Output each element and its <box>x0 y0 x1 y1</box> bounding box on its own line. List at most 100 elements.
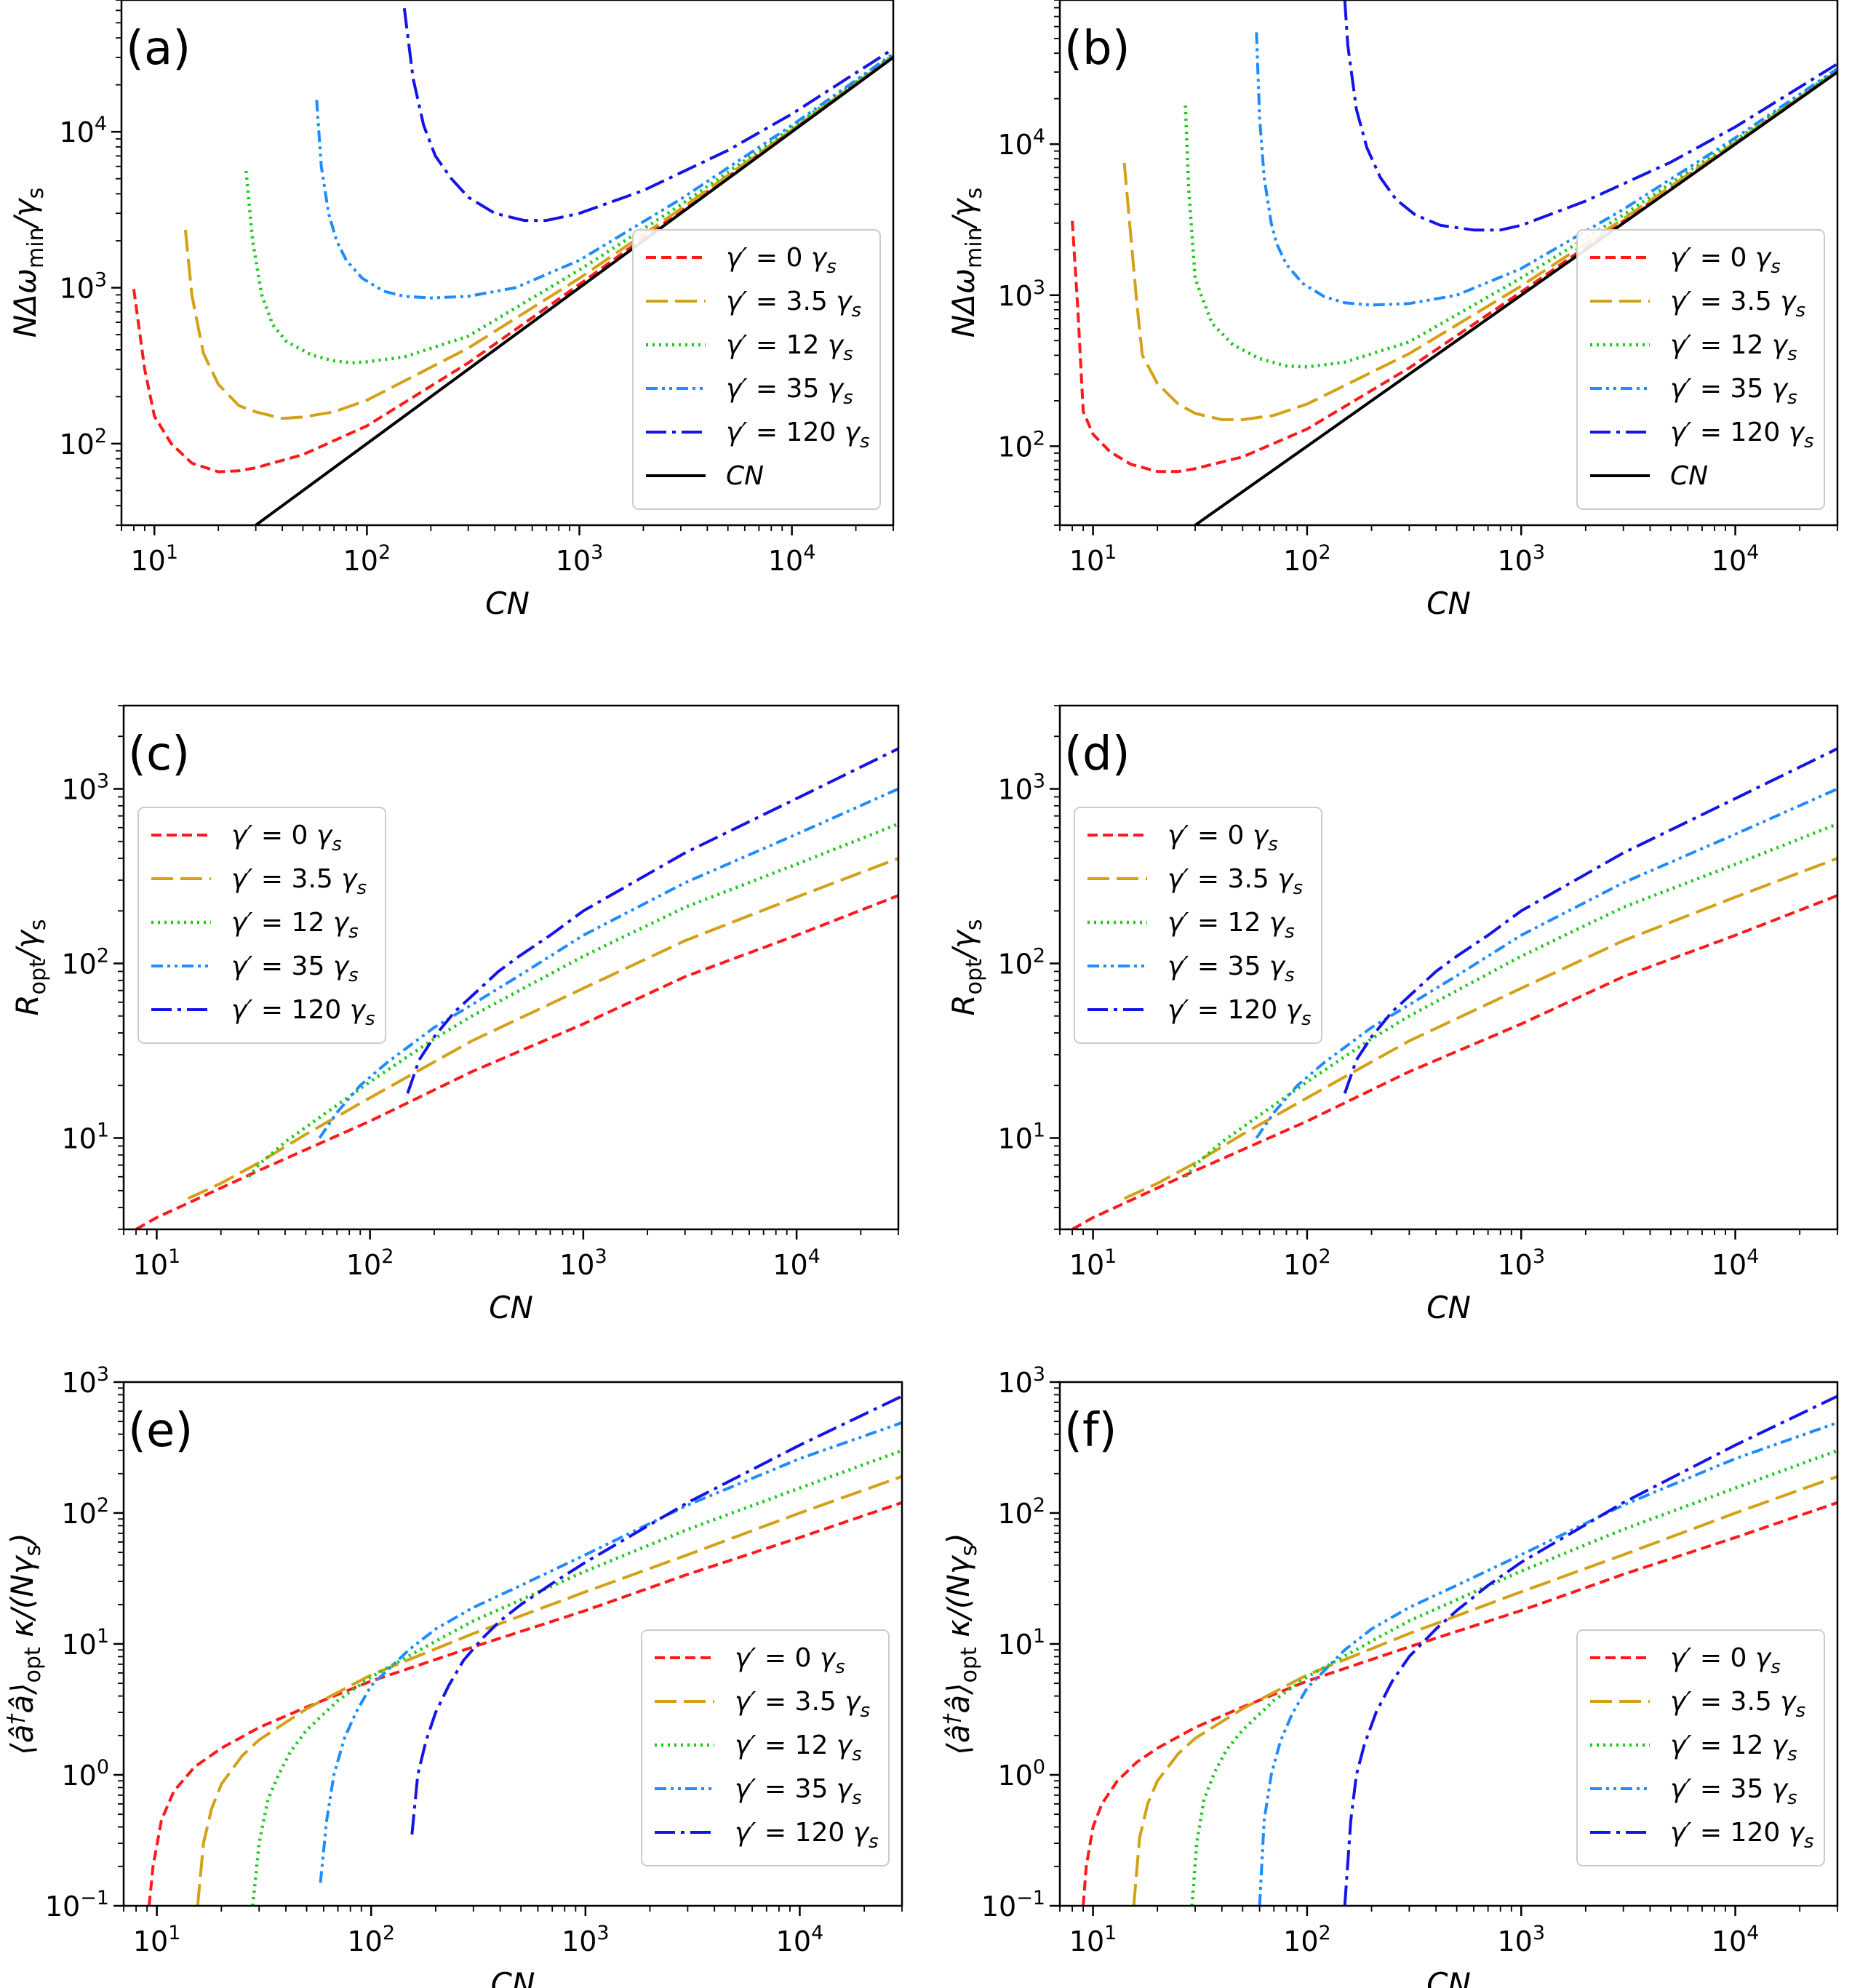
legend: γ′ = 0 γs γ′ = 3.5 γs γ′ = 12 γs γ′ = 35 γs… <box>1576 1629 1825 1867</box>
y-tick-label: 10−1 <box>45 1887 109 1923</box>
series-line-g0 <box>1071 69 1837 474</box>
series-line-g0 <box>1071 894 1837 1229</box>
series-line-g120 <box>406 747 898 1094</box>
y-tick-label: 103 <box>59 269 107 305</box>
x-tick-label: 101 <box>1069 1922 1117 1957</box>
series-line-g0 <box>1082 1501 1837 1906</box>
y-tick-label: 104 <box>997 125 1045 161</box>
legend-label: γ′ = 120 γs <box>1168 995 1312 1030</box>
y-tick-label: 100 <box>997 1756 1045 1792</box>
legend-box <box>1074 807 1322 1044</box>
x-tick-label: 103 <box>556 541 604 577</box>
y-tick-label: 103 <box>61 1363 109 1399</box>
legend-label: γ′ = 3.5 γs <box>1670 287 1805 322</box>
x-tick-label: 102 <box>1283 541 1331 577</box>
legend: γ′ = 0 γs γ′ = 3.5 γs γ′ = 12 γs γ′ = 35 γs… <box>632 229 881 510</box>
axes-frame <box>120 0 895 527</box>
series-group <box>135 747 898 1229</box>
series-line-g3_5 <box>1122 69 1837 421</box>
x-axis-label: CN <box>1426 1966 1471 1988</box>
legend-box <box>641 1629 890 1867</box>
y-axis-label: ⟨â†â⟩opt​ κ/(Nγs​) <box>939 1533 982 1755</box>
legend-label: γ′ = 35 γs <box>735 1774 862 1809</box>
series-line-g0 <box>132 55 893 474</box>
x-tick-label: 101 <box>133 1245 181 1281</box>
x-tick-label: 103 <box>1497 541 1545 577</box>
x-tick-label: 103 <box>1497 1245 1545 1281</box>
x-tick-label: 102 <box>343 541 391 577</box>
y-tick-label: 103 <box>61 770 109 806</box>
x-tick-label: 102 <box>1283 1245 1331 1281</box>
legend-label: γ′ = 3.5 γs <box>231 864 367 899</box>
x-axis-label: CN <box>489 1290 533 1325</box>
x-axis-label: CN <box>491 1966 535 1988</box>
legend-label: γ′ = 0 γs <box>1670 1643 1781 1678</box>
y-tick-label: 100 <box>61 1756 109 1792</box>
legend: γ′ = 0 γs γ′ = 3.5 γs γ′ = 12 γs γ′ = 35 γs… <box>1074 807 1322 1044</box>
x-axis-label: CN <box>485 586 530 621</box>
x-tick-label: 103 <box>1497 1922 1545 1957</box>
chart-panel-d: 101 102 103 104 101 102 103 CN Ropt​/γs​ (d) γ′ = … <box>946 704 1839 1325</box>
y-tick-label: 102 <box>61 1494 109 1530</box>
x-tick-label: 104 <box>1712 1245 1760 1281</box>
series-line-g120 <box>1343 1394 1837 1906</box>
series-line-g3_5 <box>1132 1474 1837 1906</box>
chart-panel-b: 101 102 103 104 102 103 104 CN NΔωmin​/γs​ (b) γ′ … <box>946 0 1839 621</box>
series-group <box>1071 0 1837 525</box>
panel-label: (d) <box>1064 727 1130 781</box>
chart-panel-e: 101 102 103 104 10−1 100 101 102 103 CN ⟨â†â⟩opt​ … <box>3 1363 903 1988</box>
x-tick-label: 103 <box>559 1245 607 1281</box>
panel-label: (e) <box>128 1404 193 1458</box>
panel-label: (a) <box>126 22 191 76</box>
y-tick-label: 102 <box>61 945 109 981</box>
series-group <box>148 1394 902 1906</box>
x-axis-label: CN <box>1426 1290 1471 1325</box>
legend-label: γ′ = 3.5 γs <box>1670 1687 1805 1722</box>
chart-panel-a: 101 102 103 104 102 103 104 CN NΔωmin​/γs​ (a) γ′ … <box>7 0 895 621</box>
axes-frame <box>1058 704 1839 1231</box>
y-tick-label: 10−1 <box>981 1887 1045 1923</box>
series-group <box>1071 747 1837 1229</box>
series-line-g12 <box>1190 1448 1837 1906</box>
y-tick-label: 101 <box>61 1119 109 1155</box>
panel-label: (b) <box>1064 22 1130 76</box>
legend: γ′ = 0 γs γ′ = 3.5 γs γ′ = 12 γs γ′ = 35 γs… <box>641 1629 890 1867</box>
legend-label: γ′ = 3.5 γs <box>726 287 861 322</box>
series-line-g120 <box>402 8 893 223</box>
legend-label: γ′ = 0 γs <box>1168 821 1278 855</box>
series-line-cn <box>1194 71 1837 525</box>
panel-label: (f) <box>1064 1404 1117 1458</box>
x-tick-label: 102 <box>1283 1922 1331 1957</box>
y-tick-label: 103 <box>997 770 1045 806</box>
y-tick-label: 102 <box>997 945 1045 981</box>
legend: γ′ = 0 γs γ′ = 3.5 γs γ′ = 12 γs γ′ = 35 γs… <box>137 807 386 1044</box>
x-tick-label: 104 <box>773 1245 821 1281</box>
axes-frame <box>122 704 900 1231</box>
y-tick-label: 104 <box>59 113 107 148</box>
y-axis-label: Ropt​/γs​ <box>9 919 51 1015</box>
legend-label: CN <box>1670 461 1708 491</box>
axes-frame <box>1058 0 1839 527</box>
x-tick-label: 101 <box>1069 541 1117 577</box>
legend-label: γ′ = 120 γs <box>1670 418 1814 452</box>
series-line-g35 <box>1255 787 1837 1139</box>
series-line-g3_5 <box>1123 857 1837 1200</box>
x-tick-label: 104 <box>1712 541 1760 577</box>
x-tick-label: 101 <box>133 1922 181 1957</box>
y-axis-label: Ropt​/γs​ <box>946 919 987 1015</box>
series-line-g35 <box>318 787 898 1139</box>
x-tick-label: 104 <box>1712 1922 1760 1957</box>
legend-label: γ′ = 12 γs <box>1168 908 1295 943</box>
series-line-cn <box>255 56 893 525</box>
legend-label: γ′ = 120 γs <box>726 418 870 452</box>
legend-label: γ′ = 12 γs <box>735 1730 862 1765</box>
legend-label: γ′ = 3.5 γs <box>1168 864 1303 899</box>
legend-label: γ′ = 0 γs <box>1670 243 1781 278</box>
series-line-g12 <box>1184 68 1837 369</box>
x-tick-label: 104 <box>776 1922 824 1957</box>
series-line-g12 <box>244 53 893 365</box>
legend-label: γ′ = 35 γs <box>726 374 853 409</box>
y-tick-label: 101 <box>61 1625 109 1661</box>
series-line-g3_5 <box>196 1474 902 1906</box>
series-group <box>1082 1394 1837 1906</box>
